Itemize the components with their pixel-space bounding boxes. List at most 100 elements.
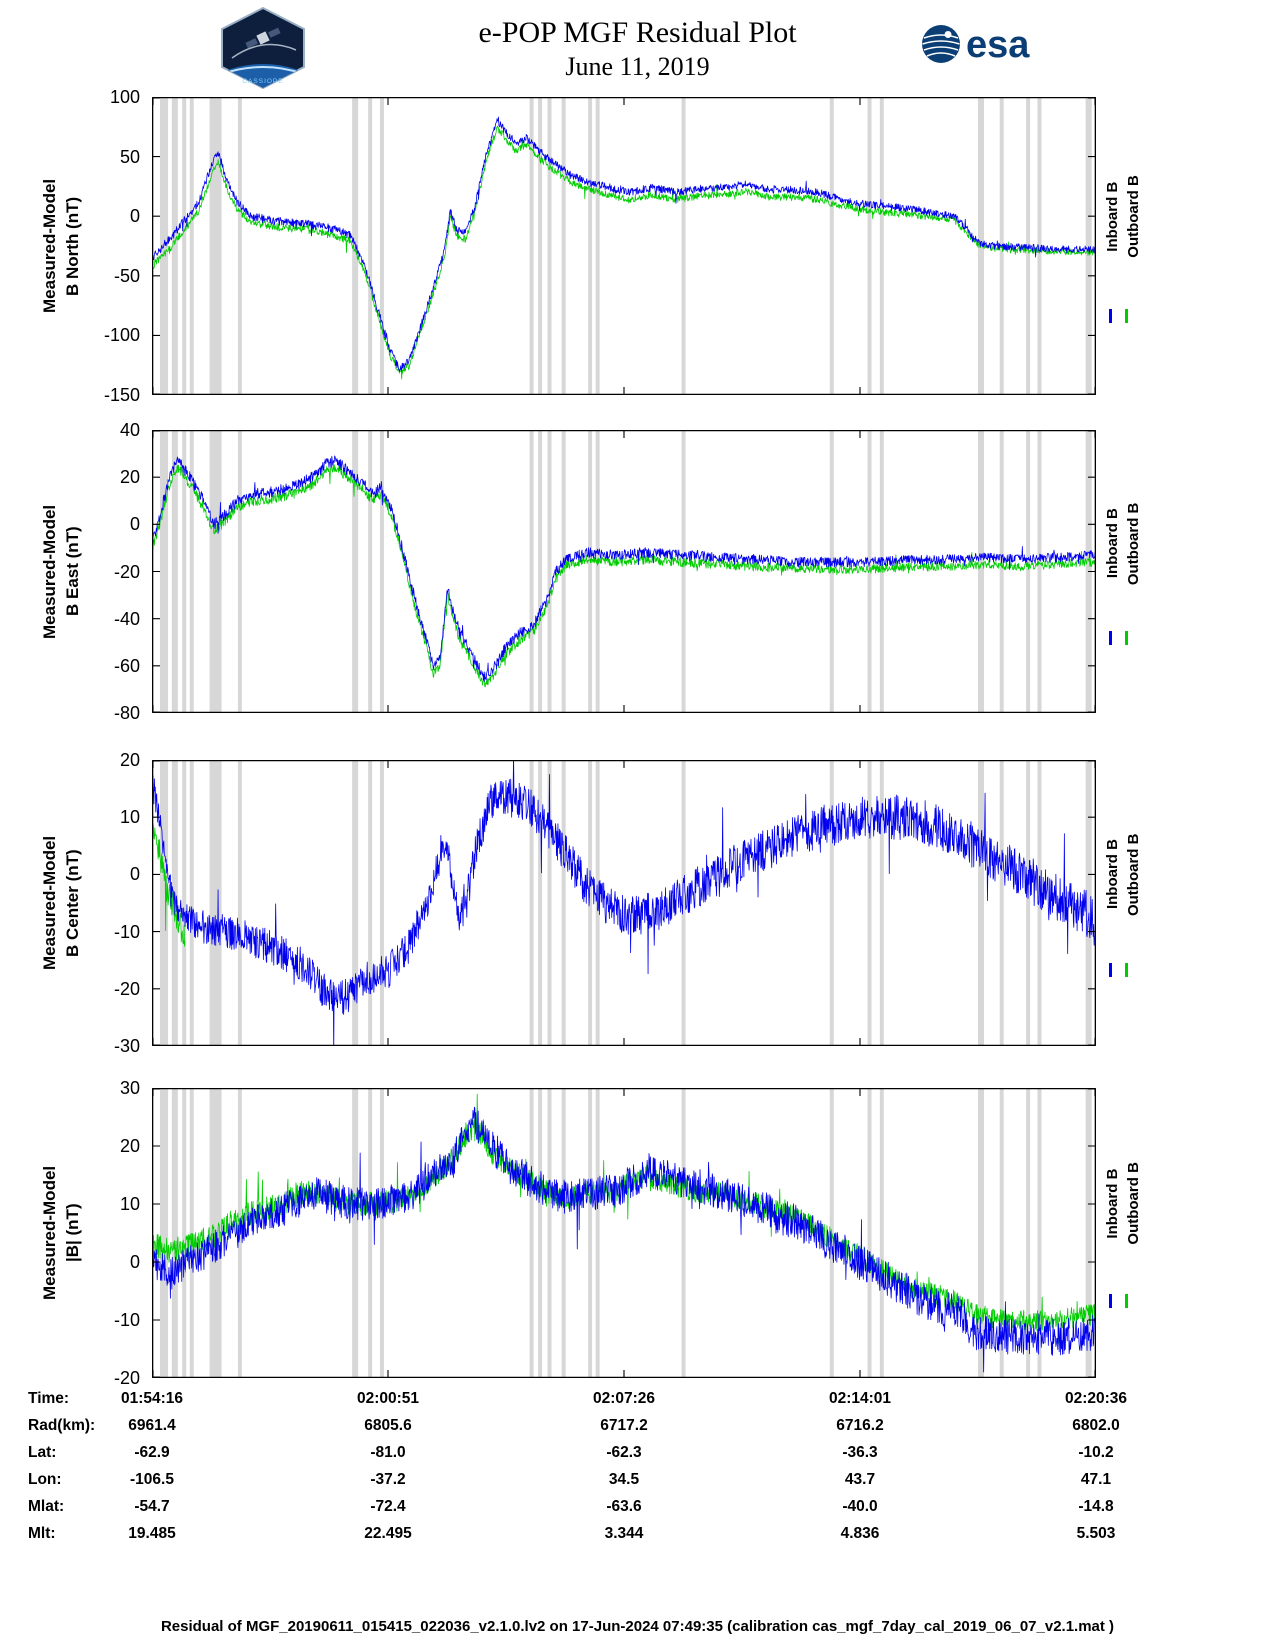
legend-marks	[1109, 308, 1128, 323]
outboard-line-sample-icon	[1125, 963, 1128, 978]
y-axis-label-line1: Measured-Model	[40, 504, 60, 639]
legend-label-inboard: Inboard B	[1104, 508, 1121, 579]
y-tick-label: 100	[109, 87, 140, 107]
y-tick-label: -150	[103, 385, 140, 405]
inboard-line-sample-icon	[1109, 308, 1112, 323]
x-axis-value: -81.0	[370, 1444, 406, 1461]
x-axis-value: -62.3	[606, 1444, 642, 1461]
x-axis-value: -54.7	[134, 1498, 170, 1515]
legend-label-inboard: Inboard B	[1104, 181, 1121, 252]
patch-text: CASSIOPE	[242, 78, 283, 85]
inboard-line-sample-icon	[1109, 963, 1112, 978]
inboard-line-sample-icon	[1109, 630, 1112, 645]
x-axis-table: Time: 01:54:16 02:00:51 02:07:26 02:14:01 02:…	[0, 1390, 1275, 1552]
x-axis-row-label: Lat:	[28, 1444, 57, 1461]
svg-text:esa: esa	[966, 24, 1030, 66]
y-tick-labels: 40 20 0 -20 -40 -60 -80	[88, 420, 144, 723]
legend-marks	[1109, 630, 1128, 645]
x-axis-value: 22.495	[364, 1525, 412, 1542]
x-axis-value: -62.9	[134, 1444, 170, 1461]
x-axis-value: -40.0	[842, 1498, 878, 1515]
y-axis-label-line1: Measured-Model	[40, 178, 60, 314]
x-axis-row-label: Mlat:	[28, 1498, 65, 1515]
y-axis-label-line2: |B| (nT)	[63, 1203, 82, 1263]
y-tick-label: 30	[119, 1078, 140, 1098]
x-axis-value: 6802.0	[1072, 1417, 1120, 1434]
footer-text: Residual of MGF_20190611_015415_022036_v…	[160, 1618, 1115, 1635]
x-axis-value: 02:14:01	[828, 1390, 892, 1407]
y-tick-label: -40	[113, 608, 140, 629]
x-axis-value: -63.6	[606, 1498, 642, 1515]
y-axis-label-line2: B North (nT)	[63, 196, 82, 296]
y-tick-label: 20	[119, 467, 140, 488]
y-tick-label: -100	[103, 325, 140, 346]
legend-label-outboard: Outboard B	[1125, 833, 1142, 916]
x-axis-value: 01:54:16	[120, 1390, 184, 1407]
outboard-line-sample-icon	[1125, 630, 1128, 645]
y-axis-label-b-magnitude: Measured-Model |B| (nT)	[36, 1088, 88, 1378]
x-axis-value: 6805.6	[364, 1417, 412, 1434]
y-axis-label-b-east: Measured-Model B East (nT)	[36, 430, 88, 713]
y-tick-label: 0	[129, 864, 140, 885]
x-axis-value: 02:07:26	[592, 1390, 656, 1407]
legend-b-magnitude: Inboard B Outboard B	[1100, 1088, 1146, 1378]
x-axis-row-label: Lon:	[28, 1471, 62, 1488]
legend-b-east: Inboard B Outboard B	[1100, 430, 1146, 713]
page-date: June 11, 2019	[565, 52, 710, 81]
x-axis-value: 4.836	[840, 1525, 880, 1542]
x-axis-value: -72.4	[370, 1498, 406, 1515]
y-tick-label: -80	[113, 703, 140, 723]
legend-marks	[1109, 1293, 1128, 1308]
x-axis-row: Lat: -62.9 -81.0 -62.3 -36.3 -10.2	[0, 1444, 1275, 1471]
page-title: e-POP MGF Residual Plot	[478, 16, 797, 49]
x-axis-row: Time: 01:54:16 02:00:51 02:07:26 02:14:01 02:…	[0, 1390, 1275, 1417]
y-tick-label: 20	[119, 1136, 140, 1156]
plot-canvas-b-east	[152, 430, 1096, 713]
x-axis-value: 19.485	[128, 1525, 176, 1542]
y-tick-label: 0	[129, 1252, 140, 1272]
y-tick-labels: 30 20 10 0 -10 -20	[88, 1078, 144, 1388]
panel-b-north: Measured-Model B North (nT) 100 50 0 -50 -10…	[0, 87, 1275, 405]
y-tick-label: 50	[119, 146, 140, 167]
x-axis-value: -10.2	[1078, 1444, 1114, 1461]
y-axis-label-line1: Measured-Model	[40, 1165, 60, 1301]
x-axis-row: Rad(km): 6961.4 6805.6 6717.2 6716.2 6802.0	[0, 1417, 1275, 1444]
x-axis-row: Mlt: 19.485 22.495 3.344 4.836 5.503	[0, 1525, 1275, 1552]
x-axis-value: 43.7	[844, 1471, 876, 1488]
y-axis-label-line1: Measured-Model	[40, 835, 60, 971]
inboard-line-sample-icon	[1109, 1293, 1112, 1308]
y-axis-label-line2: B East (nT)	[63, 526, 82, 617]
y-tick-labels: 20 10 0 -10 -20 -30	[88, 750, 144, 1056]
legend-b-center: Inboard B Outboard B	[1100, 760, 1146, 1046]
y-tick-label: 0	[129, 206, 140, 227]
y-tick-label: 10	[119, 807, 140, 828]
x-axis-value: -14.8	[1078, 1498, 1114, 1515]
x-axis-row-label: Time:	[28, 1390, 70, 1407]
y-tick-label: 40	[119, 420, 140, 440]
legend-label-outboard: Outboard B	[1125, 501, 1142, 585]
x-axis-row-label: Rad(km):	[28, 1417, 96, 1434]
y-tick-label: -60	[113, 655, 140, 676]
y-tick-label: 20	[119, 750, 140, 770]
x-axis-value: 3.344	[604, 1525, 644, 1542]
x-axis-value: 34.5	[608, 1471, 640, 1488]
y-tick-label: -20	[113, 1368, 140, 1388]
legend-marks	[1109, 963, 1128, 978]
x-axis-value: 02:00:51	[356, 1390, 420, 1407]
y-axis-label-b-north: Measured-Model B North (nT)	[36, 97, 88, 395]
panel-b-east: Measured-Model B East (nT) 40 20 0 -20 -40 -6…	[0, 420, 1275, 723]
legend-label-inboard: Inboard B	[1104, 1168, 1121, 1239]
esa-globe-icon	[922, 25, 960, 63]
x-axis-value: 6716.2	[836, 1417, 884, 1434]
y-axis-label-b-center: Measured-Model B Center (nT)	[36, 760, 88, 1046]
y-tick-label: -50	[113, 265, 140, 286]
x-axis-value: -37.2	[370, 1471, 406, 1488]
y-tick-label: -20	[113, 561, 140, 582]
y-axis-label-line2: B Center (nT)	[63, 849, 82, 957]
x-axis-value: 6961.4	[128, 1417, 176, 1434]
esa-logo-icon: esa	[922, 24, 1030, 66]
y-tick-label: 10	[119, 1194, 140, 1214]
y-tick-label: -20	[113, 978, 140, 999]
x-axis-value: 6717.2	[600, 1417, 648, 1434]
